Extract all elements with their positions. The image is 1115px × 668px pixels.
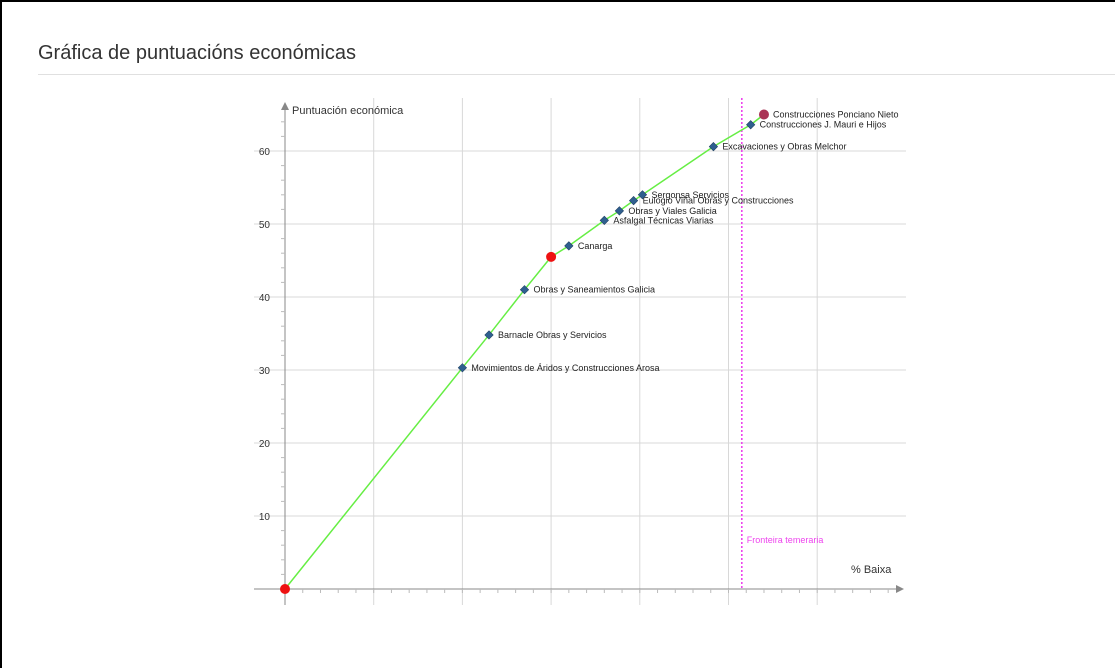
points-group: Movimientos de Áridos y Construcciones A… [280, 109, 899, 594]
data-label: Sergonsa Servicios [651, 190, 729, 200]
data-point [628, 196, 639, 206]
data-label: Obras y Viales Galicia [628, 206, 716, 216]
data-point [564, 241, 574, 251]
page-title: Gráfica de puntuacións económicas [38, 42, 356, 64]
highlight-point [758, 109, 769, 120]
data-label: Excavaciones y Obras Melchor [722, 142, 846, 152]
title-divider [38, 74, 1115, 75]
chart-ticks: 10 20 30 40 50 60 [259, 121, 889, 593]
data-label: Asfalgal Técnicas Viarias [613, 215, 714, 225]
x-axis-arrow [896, 585, 904, 593]
data-label: Construcciones Ponciano Nieto [773, 110, 899, 120]
y-tick-label: 60 [259, 147, 271, 158]
data-label: Obras y Saneamientos Galicia [533, 285, 655, 295]
y-tick-label: 30 [259, 366, 271, 377]
chart-grid [254, 98, 906, 605]
data-point [484, 330, 494, 340]
highlight-point [546, 251, 557, 262]
y-tick-label: 20 [259, 439, 271, 450]
data-label: Eulogio Viñal Obras y Construcciones [643, 196, 794, 206]
data-point [708, 142, 719, 152]
threshold-label: Fronteira temeraria [747, 535, 824, 545]
data-point [599, 215, 609, 225]
y-tick-label: 10 [259, 512, 271, 523]
data-point [637, 190, 648, 200]
data-label: Barnacle Obras y Servicios [498, 330, 607, 340]
data-label: Canarga [578, 241, 613, 251]
data-point [519, 285, 530, 295]
highlight-point [280, 584, 290, 594]
threshold-group: Fronteira temeraria [741, 98, 824, 589]
series-line [284, 113, 765, 590]
y-tick-label: 50 [259, 220, 271, 231]
y-axis-arrow [281, 102, 289, 110]
y-axis-label: Puntuación económica [292, 105, 404, 117]
data-point [746, 120, 756, 130]
chart-axes [254, 102, 904, 605]
x-axis-label: % Baixa [851, 564, 892, 576]
series-group [284, 113, 765, 590]
data-point [614, 206, 624, 216]
y-tick-label: 40 [259, 293, 271, 304]
data-label: Construcciones J. Mauri e Hijos [760, 120, 887, 130]
data-label: Movimientos de Áridos y Construcciones A… [471, 363, 659, 373]
data-point [457, 363, 467, 373]
